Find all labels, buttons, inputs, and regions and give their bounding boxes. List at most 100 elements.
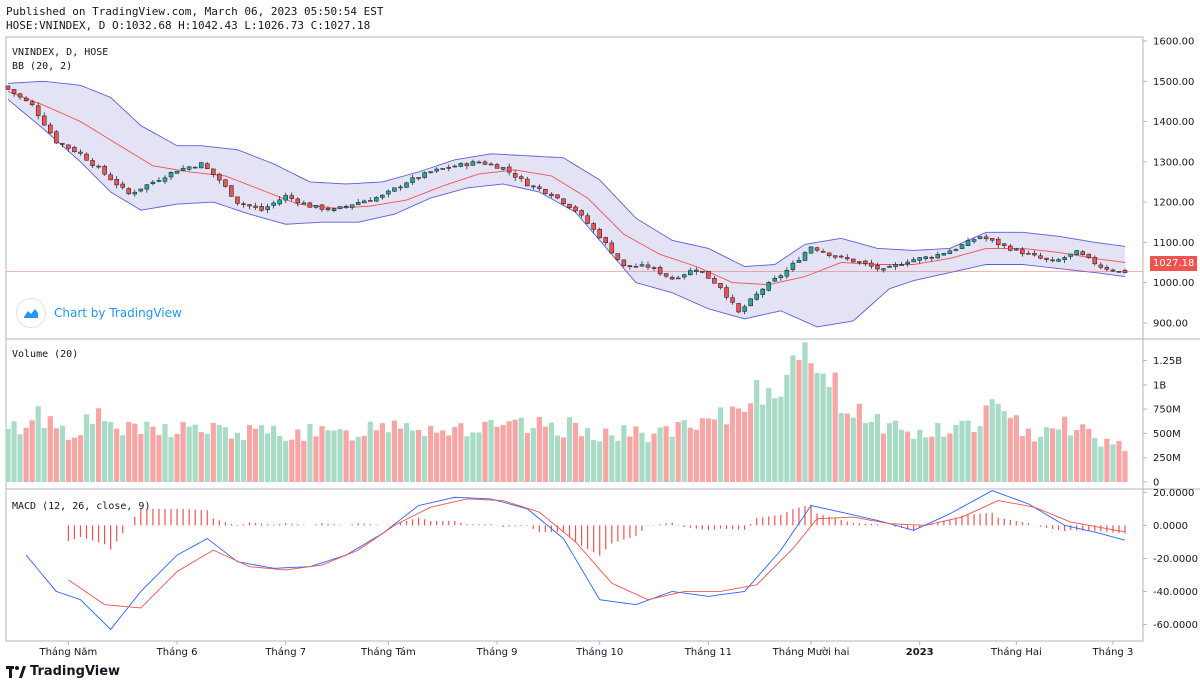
volume-bar	[723, 424, 730, 482]
volume-bar	[246, 425, 253, 482]
bb-upper-line	[7, 80, 1126, 267]
candle-body	[313, 205, 319, 208]
volume-bar	[609, 435, 615, 482]
candle-body	[857, 261, 862, 263]
candle-body	[1050, 259, 1055, 262]
candle-body	[826, 252, 832, 256]
volume-bar	[1043, 427, 1050, 482]
volume-axis-label: 500M	[1153, 429, 1181, 440]
candle-body	[198, 162, 204, 169]
watermark[interactable]: Chart by TradingView	[16, 298, 182, 328]
candle-body	[337, 206, 343, 209]
candle-body	[730, 297, 735, 303]
volume-bar	[349, 440, 355, 482]
volume-bar	[880, 433, 887, 482]
candle-body	[66, 144, 71, 149]
x-axis-label: 2023	[906, 647, 934, 658]
footer-logo[interactable]: TradingView	[6, 664, 120, 679]
macd-axis-label: 0.0000	[1153, 521, 1188, 532]
candle-body	[72, 147, 77, 153]
volume-bar	[506, 421, 512, 482]
candle-body	[410, 177, 415, 183]
volume-bar	[277, 436, 283, 482]
volume-bar	[814, 373, 820, 482]
volume-bar	[772, 398, 778, 482]
volume-bar	[415, 429, 422, 482]
candle-body	[1014, 248, 1019, 251]
volume-bar	[102, 421, 108, 482]
volume-bar	[126, 421, 132, 482]
candle-body	[17, 93, 23, 98]
candle-body	[506, 166, 512, 173]
candle-body	[229, 185, 234, 197]
volume-bar	[5, 428, 11, 482]
candle-body	[464, 163, 470, 166]
candle-body	[893, 264, 898, 267]
volume-bar	[168, 437, 174, 482]
candle-body	[343, 205, 349, 208]
candle-body	[271, 202, 276, 206]
candle-body	[392, 187, 397, 192]
watermark-text: Chart by TradingView	[54, 306, 182, 320]
volume-bar	[548, 422, 555, 482]
candle-body	[120, 183, 125, 188]
volume-bar	[367, 421, 373, 482]
x-axis-label: Tháng 7	[264, 646, 306, 658]
volume-bar	[705, 418, 711, 482]
volume-bar	[355, 437, 361, 482]
candle-body	[156, 180, 162, 182]
candle-body	[1038, 255, 1043, 259]
candle-body	[192, 166, 198, 169]
candle-body	[168, 172, 174, 178]
volume-bar	[832, 372, 838, 482]
candle-body	[851, 258, 856, 263]
x-axis-label: Tháng 9	[476, 646, 518, 658]
candle-body	[48, 124, 53, 134]
volume-label: Volume (20)	[12, 349, 79, 360]
volume-bar	[687, 427, 693, 482]
candle-body	[132, 191, 138, 195]
candle-body	[983, 236, 989, 240]
footer-brand: TradingView	[30, 664, 121, 679]
candle-body	[41, 115, 47, 126]
candle-body	[549, 193, 554, 197]
volume-bar	[663, 426, 669, 482]
volume-bar	[1122, 451, 1128, 482]
volume-bar	[150, 426, 156, 482]
candle-body	[965, 240, 971, 247]
x-axis-label: Tháng 6	[156, 646, 198, 658]
volume-bar	[844, 413, 850, 482]
candle-body	[561, 198, 566, 205]
x-axis-label: Tháng Năm	[38, 646, 97, 658]
candle-body	[295, 198, 301, 204]
volume-bar	[633, 426, 639, 482]
volume-bar	[874, 413, 881, 482]
chart-frame	[5, 36, 1200, 642]
volume-bar	[1031, 441, 1038, 482]
candle-body	[977, 236, 983, 239]
candle-body	[917, 257, 922, 261]
candle-body	[555, 194, 560, 199]
volume-bar	[29, 420, 35, 482]
last-price-tag: 1027.18	[1150, 256, 1198, 271]
candle-body	[887, 265, 892, 268]
candle-body	[404, 182, 409, 188]
volume-bar	[47, 416, 53, 482]
candle-body	[1104, 267, 1110, 270]
candle-body	[150, 181, 156, 184]
candle-body	[11, 89, 17, 94]
volume-bar	[1062, 416, 1068, 482]
volume-bar	[252, 428, 259, 482]
volume-bar	[621, 425, 627, 482]
volume-bar	[180, 422, 186, 482]
candle-body	[911, 259, 916, 263]
volume-bar	[464, 436, 470, 482]
volume-axis-label: 250M	[1153, 453, 1181, 464]
candle-body	[1092, 257, 1098, 265]
candle-body	[174, 170, 180, 174]
volume-bar	[929, 436, 935, 482]
volume-bar	[760, 404, 766, 482]
volume-bar	[766, 388, 772, 482]
candle-body	[428, 171, 433, 173]
